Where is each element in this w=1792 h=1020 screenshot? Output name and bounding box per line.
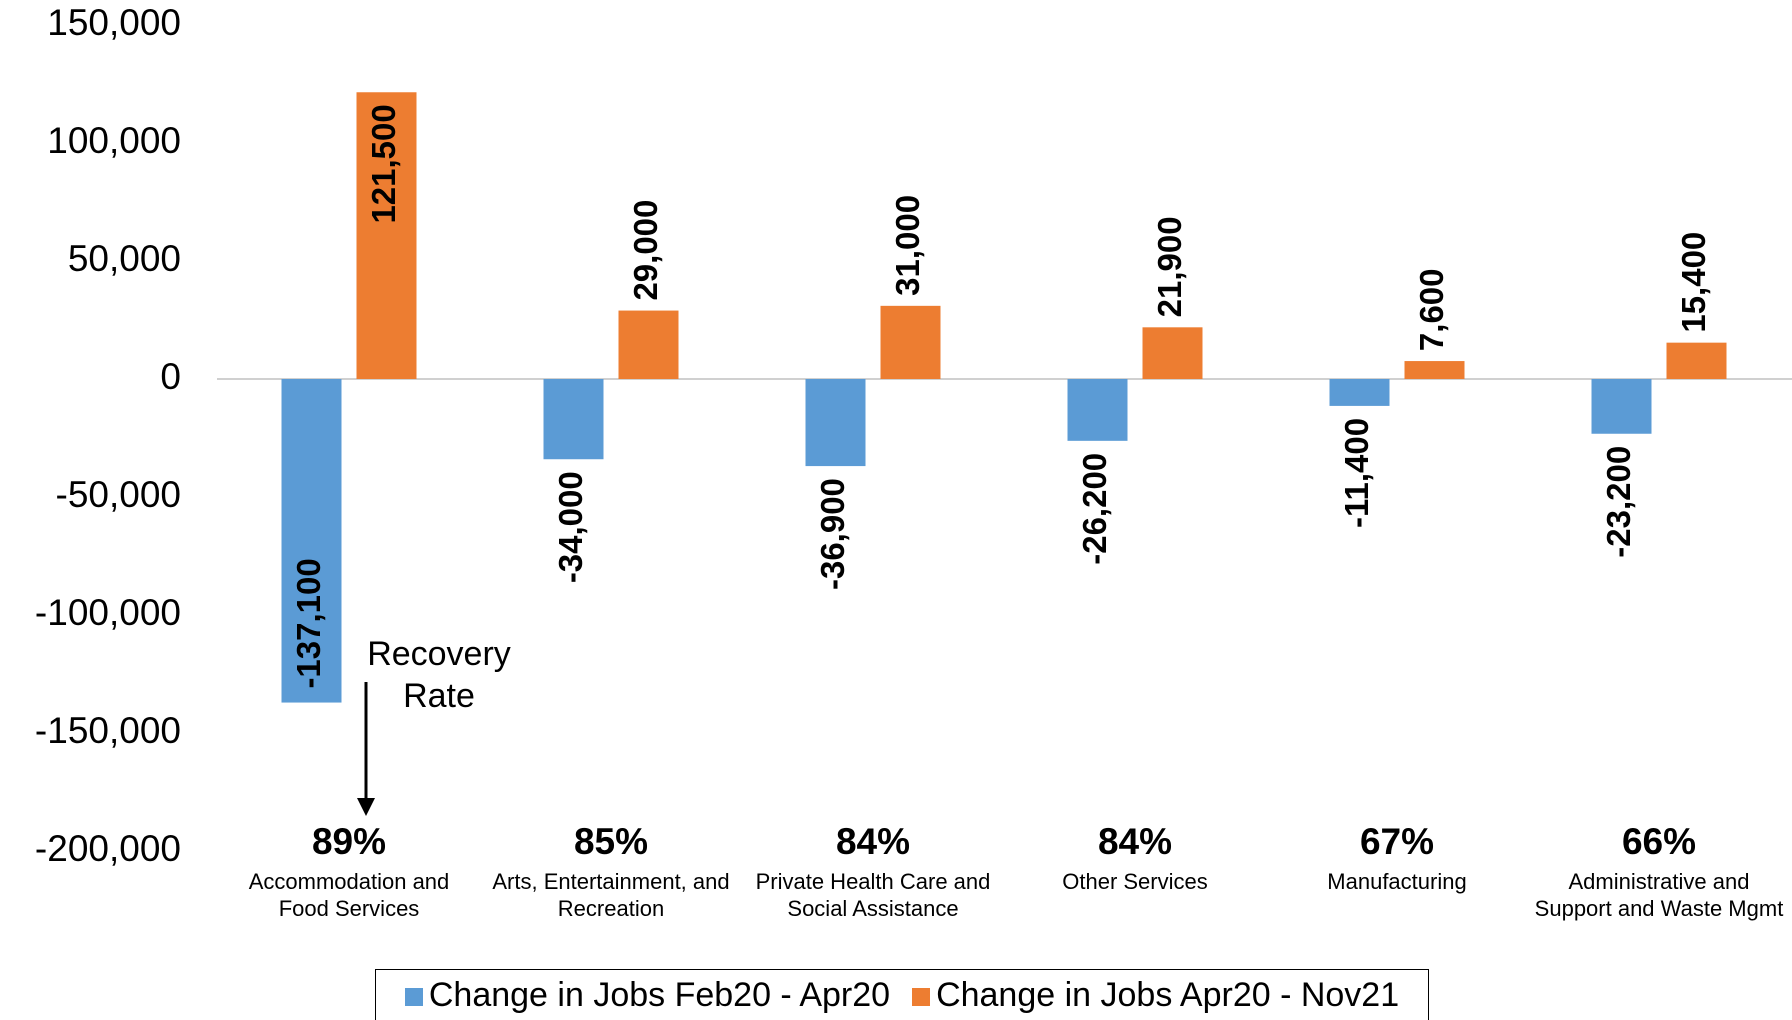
data-label: 7,600 [1413, 268, 1450, 351]
bar [1591, 379, 1652, 434]
bar [1067, 379, 1128, 441]
data-label: -34,000 [552, 471, 589, 583]
recovery-rate: 89% [312, 821, 386, 862]
annotation-arrowhead [357, 798, 375, 816]
bar [1142, 327, 1203, 379]
x-tick-label: Administrative and Support and Waste Mgm… [1534, 869, 1784, 921]
x-tick-label: Private Health Care and Social Assistanc… [755, 869, 991, 921]
y-tick-label: -100,000 [35, 592, 181, 633]
bar [880, 305, 941, 379]
data-label: 29,000 [627, 200, 664, 301]
y-tick-label: 50,000 [68, 238, 181, 279]
legend-swatch [912, 987, 931, 1006]
annotation: Recovery Rate [367, 635, 511, 715]
bar [543, 379, 604, 460]
data-label: 15,400 [1675, 232, 1712, 333]
legend: Change in Jobs Feb20 - Apr20 Change in Jo… [375, 969, 1429, 1020]
bar [356, 92, 417, 379]
y-tick-label: -50,000 [56, 474, 182, 515]
data-label: 31,000 [889, 195, 926, 296]
bar [281, 379, 342, 703]
recovery-rate: 84% [1098, 821, 1172, 862]
y-tick-label: 100,000 [47, 120, 181, 161]
y-tick-label: 150,000 [47, 2, 181, 43]
data-label: -36,900 [814, 478, 851, 590]
data-label: -26,200 [1076, 453, 1113, 565]
legend-label: Change in Jobs Feb20 - Apr20 [428, 975, 891, 1014]
recovery-rate: 84% [836, 821, 910, 862]
x-tick-label: Accommodation and Food Services [248, 869, 450, 921]
data-label: -11,400 [1338, 418, 1375, 528]
x-tick-label: Manufacturing [1327, 869, 1467, 894]
bar [1404, 361, 1465, 379]
y-tick-label: 0 [160, 356, 181, 397]
y-tick-label: -200,000 [35, 828, 181, 869]
recovery-rate: 85% [574, 821, 648, 862]
bar [805, 379, 866, 467]
legend-label: Change in Jobs Apr20 - Nov21 [936, 975, 1400, 1014]
legend-item: Change in Jobs Apr20 - Nov21 [912, 976, 1399, 1015]
data-label: 121,500 [365, 104, 402, 223]
x-tick-label: Other Services [1062, 869, 1208, 894]
bar [1329, 379, 1390, 406]
data-label: -137,100 [290, 558, 327, 688]
y-tick-label: -150,000 [35, 710, 181, 751]
recovery-rate: 67% [1360, 821, 1434, 862]
bar [618, 310, 679, 379]
data-label: 21,900 [1151, 216, 1188, 317]
recovery-rate: 66% [1622, 821, 1696, 862]
legend-item: Change in Jobs Feb20 - Apr20 [404, 975, 891, 1015]
x-tick-label: Arts, Entertainment, and Recreation [492, 869, 730, 921]
data-label: -23,200 [1600, 446, 1637, 558]
legend-swatch [404, 987, 423, 1006]
bar [1666, 342, 1727, 379]
